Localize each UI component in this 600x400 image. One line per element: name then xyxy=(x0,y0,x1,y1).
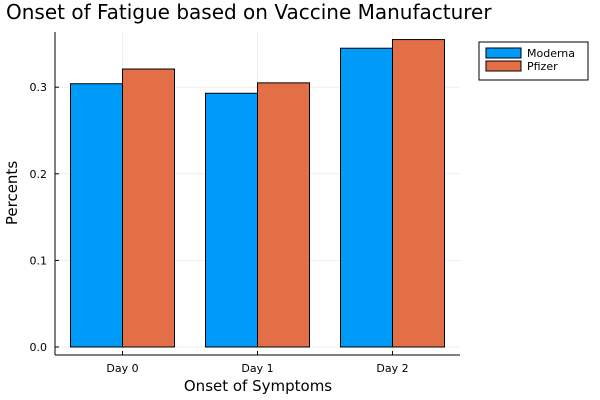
bar-pfizer-day-0 xyxy=(122,68,175,348)
y-ticks: 0.0 0.1 0.2 0.3 xyxy=(30,81,59,354)
bar-pfizer-day-2 xyxy=(392,39,445,348)
x-tick-label: Day 2 xyxy=(376,362,408,375)
y-axis-label: Percents xyxy=(3,161,21,225)
y-tick-label: 0.1 xyxy=(30,254,48,267)
bars xyxy=(70,39,445,348)
x-ticks: Day 0 Day 1 Day 2 xyxy=(106,351,409,375)
bar-moderna-day-0 xyxy=(70,83,123,348)
x-axis-label: Onset of Symptoms xyxy=(184,377,332,395)
legend-swatch-moderna xyxy=(485,47,522,59)
x-tick-label: Day 1 xyxy=(241,362,273,375)
bar-pfizer-day-1 xyxy=(257,82,310,348)
legend-label-moderna: Moderna xyxy=(527,47,575,60)
y-tick-label: 0.3 xyxy=(30,81,48,94)
bar-moderna-day-2 xyxy=(340,47,393,348)
legend-swatch-pfizer xyxy=(485,60,522,72)
chart-title: Onset of Fatigue based on Vaccine Manufa… xyxy=(6,0,492,24)
bar-moderna-day-1 xyxy=(205,92,258,348)
y-tick-label: 0.0 xyxy=(30,341,48,354)
legend-label-pfizer: Pfizer xyxy=(527,60,558,73)
x-tick-label: Day 0 xyxy=(106,362,138,375)
y-tick-label: 0.2 xyxy=(30,168,48,181)
